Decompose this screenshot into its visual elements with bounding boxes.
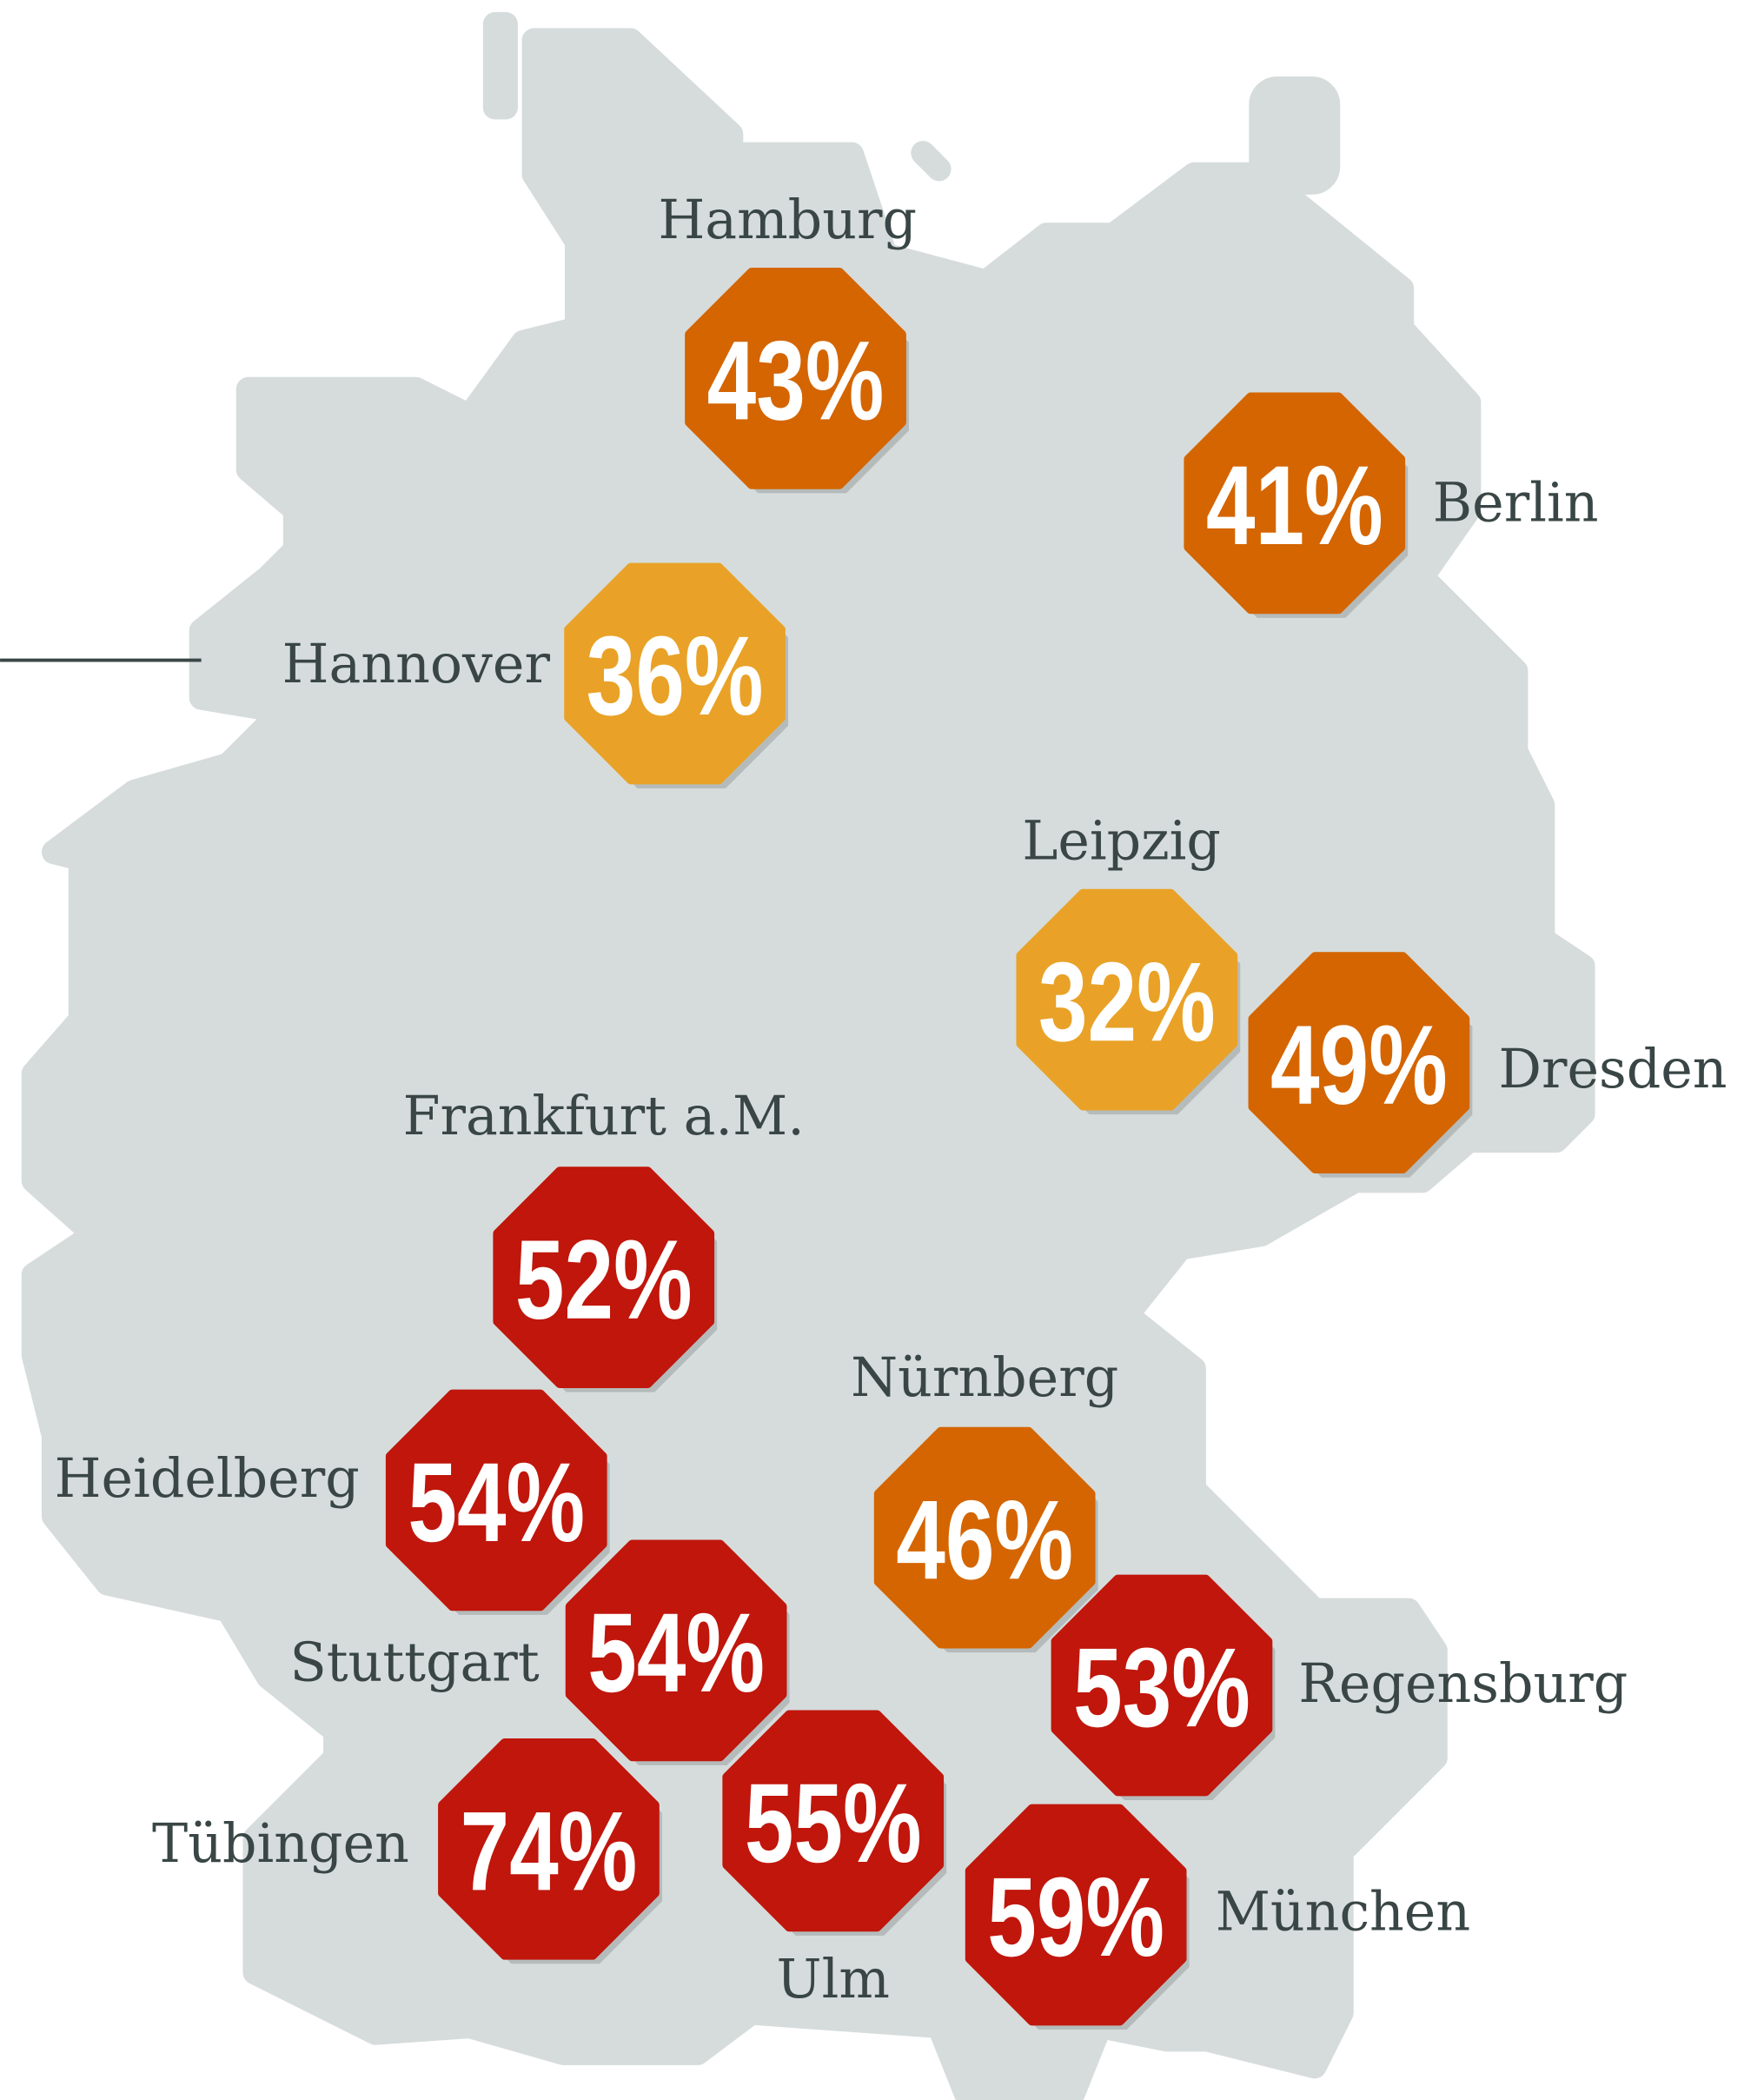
- city-name: Leipzig: [1022, 810, 1221, 873]
- city-name: Nürnberg: [851, 1346, 1118, 1409]
- city-name: Regensburg: [1298, 1652, 1628, 1715]
- city-name: Dresden: [1498, 1038, 1727, 1100]
- island: [1249, 76, 1341, 195]
- city-name: Frankfurt a.M.: [403, 1085, 805, 1147]
- marker: [965, 1804, 1187, 2026]
- marker: [1248, 952, 1470, 1174]
- value-label: 36%: [587, 614, 764, 739]
- value-label: 74%: [461, 1789, 638, 1914]
- marker: [493, 1166, 715, 1389]
- marker: [565, 1539, 787, 1762]
- city-name: Berlin: [1433, 472, 1599, 535]
- marker: [385, 1389, 607, 1612]
- value-label: 43%: [707, 318, 885, 443]
- value-label: 32%: [1038, 940, 1216, 1065]
- value-label: 46%: [896, 1478, 1073, 1603]
- city-markers: Hamburg 43% Berlin 41% Hannover 36% Leipzig 32%…: [55, 189, 1727, 2030]
- value-label: 53%: [1073, 1625, 1250, 1751]
- city-name: Tübingen: [152, 1812, 409, 1875]
- island: [482, 11, 518, 120]
- city-name: Ulm: [777, 1948, 890, 2010]
- marker: [873, 1426, 1096, 1649]
- city-name: München: [1216, 1881, 1470, 1944]
- city-name: Stuttgart: [289, 1631, 539, 1693]
- value-label: 54%: [587, 1591, 765, 1716]
- value-label: 54%: [408, 1440, 585, 1565]
- marker: [722, 1710, 945, 1932]
- marker: [1184, 392, 1406, 615]
- city-name: Heidelberg: [55, 1447, 360, 1510]
- value-label: 59%: [987, 1855, 1164, 1980]
- value-label: 49%: [1270, 1003, 1448, 1128]
- value-label: 41%: [1206, 443, 1383, 568]
- marker: [438, 1738, 660, 1960]
- value-label: 55%: [745, 1761, 922, 1886]
- marker: [685, 267, 906, 489]
- island: [911, 141, 952, 182]
- city-name: Hamburg: [658, 189, 917, 251]
- marker: [1016, 888, 1238, 1111]
- value-label: 52%: [515, 1218, 693, 1343]
- marker: [1051, 1574, 1273, 1797]
- city-name: Hannover: [282, 633, 551, 695]
- marker: [564, 562, 786, 785]
